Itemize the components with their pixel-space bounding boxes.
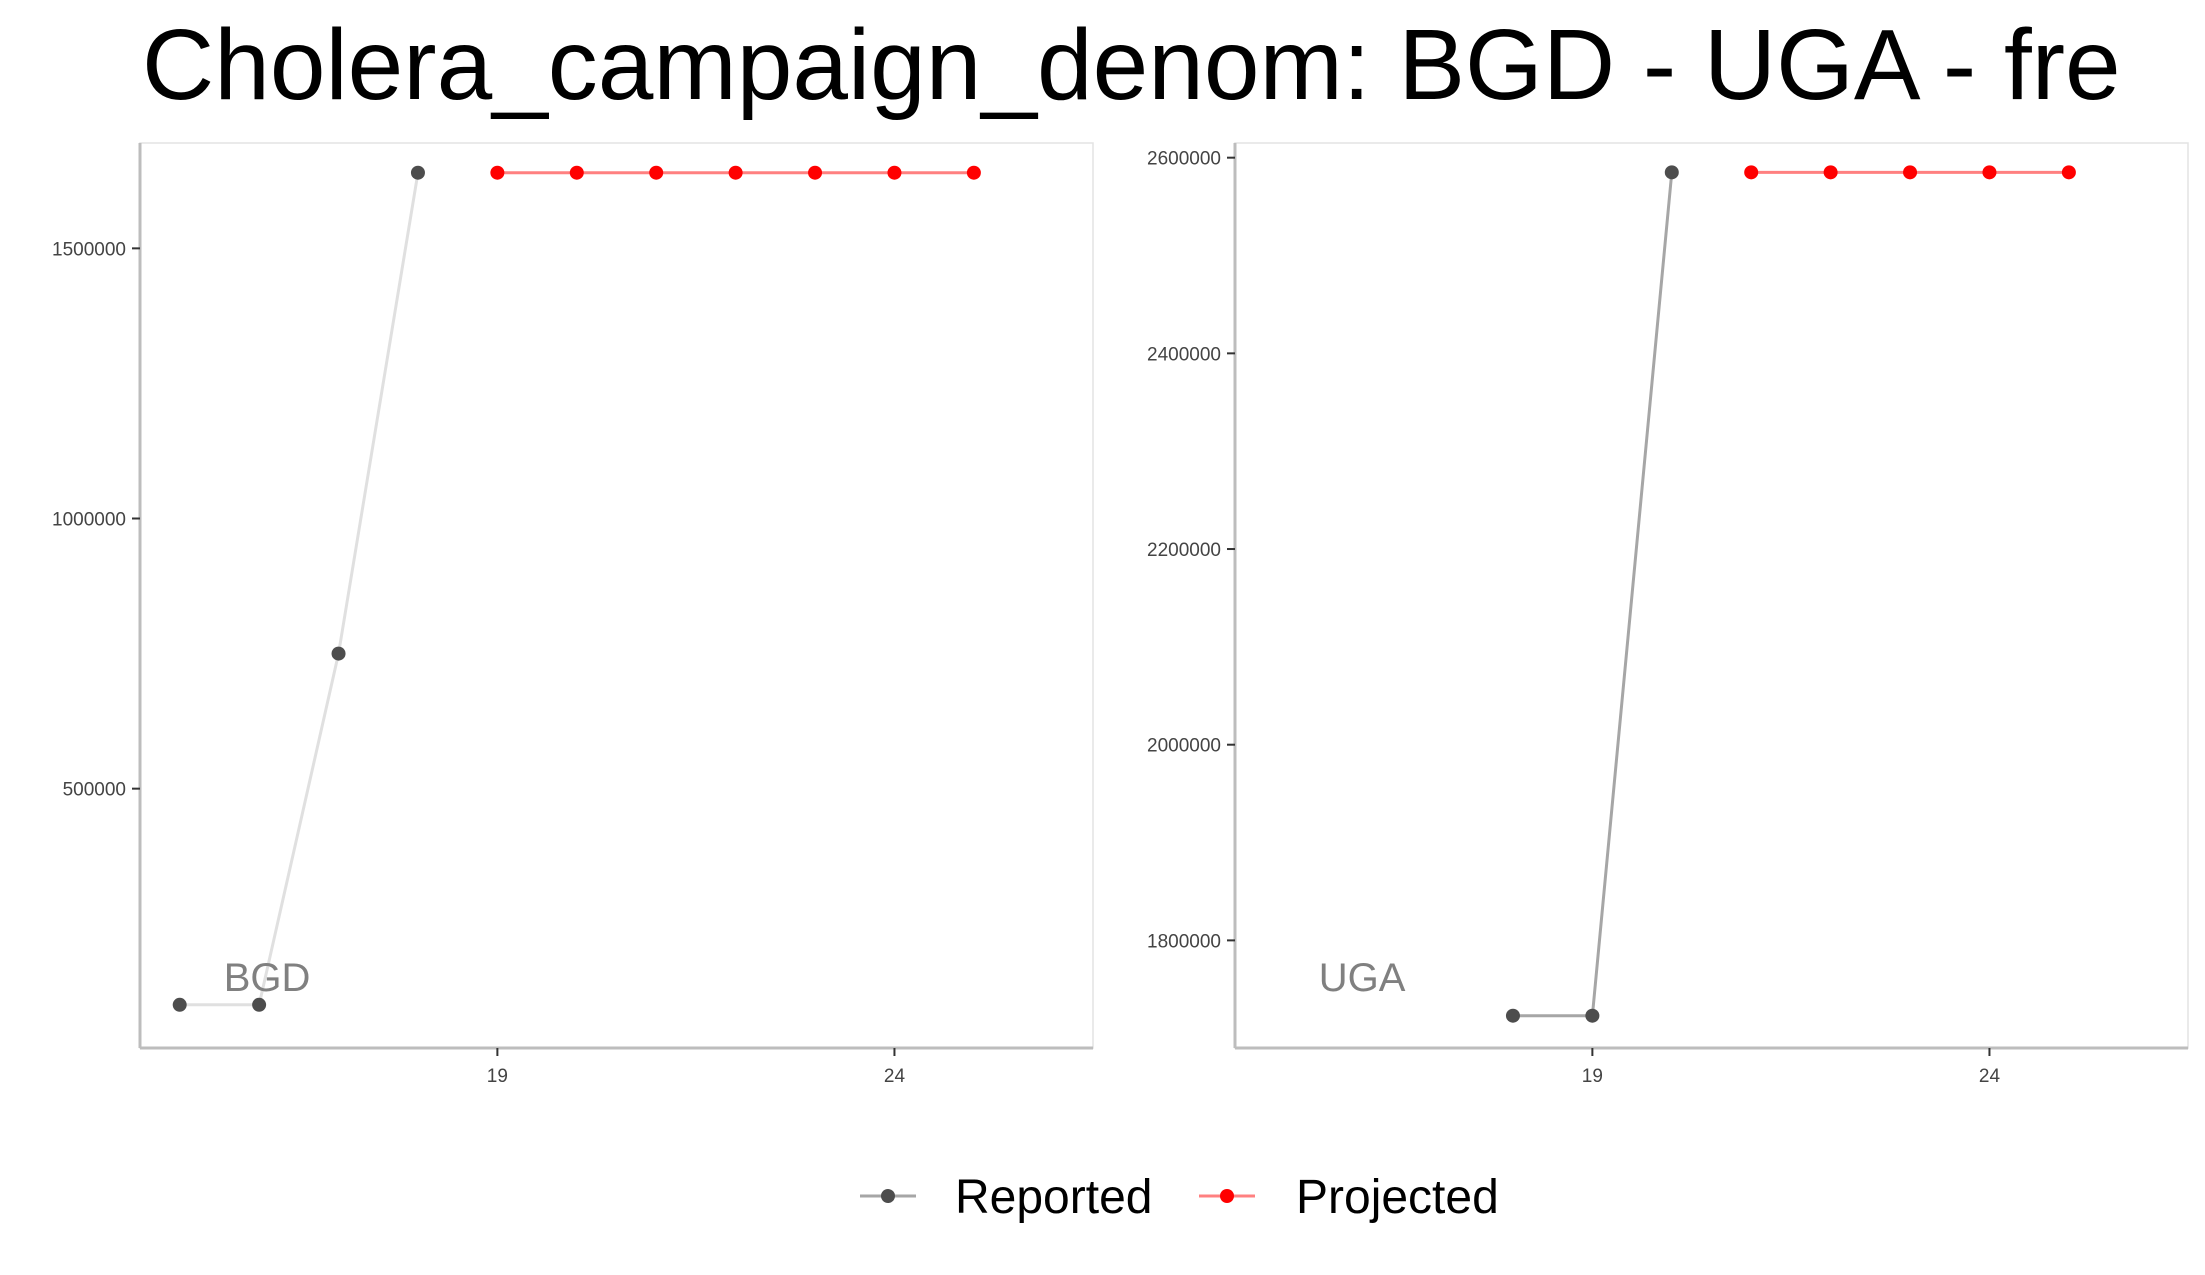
legend: Reported Projected	[860, 1171, 1499, 1224]
data-point-projected	[1744, 165, 1759, 180]
data-point-projected	[728, 165, 743, 180]
panel-uga: 1800000 2000000 2200000 2400000 2600000 19 24 U…	[1147, 142, 2189, 1087]
chart-title: Cholera_campaign_denom: BGD - UGA - fre	[142, 9, 2121, 121]
y-tick-label: 1500000	[52, 239, 126, 260]
data-point-reported	[1585, 1008, 1600, 1023]
data-point-projected	[649, 165, 664, 180]
panel-frame	[139, 142, 1094, 1049]
data-point-reported	[1505, 1008, 1520, 1023]
y-tick-label: 2200000	[1147, 540, 1221, 561]
data-point-projected	[1903, 165, 1918, 180]
data-point-projected	[1823, 165, 1838, 180]
x-tick-label: 19	[487, 1066, 508, 1087]
legend-key-point	[881, 1189, 895, 1203]
data-point-reported	[331, 646, 346, 661]
x-tick-label: 24	[884, 1066, 906, 1087]
data-point-projected	[490, 165, 505, 180]
y-tick-label: 500000	[63, 780, 126, 801]
y-tick-label: 2600000	[1147, 149, 1221, 170]
data-point-reported	[410, 165, 425, 180]
data-point-projected	[2061, 165, 2076, 180]
y-tick-label: 2000000	[1147, 736, 1221, 757]
series-line-reported	[179, 172, 420, 1007]
y-tick-label: 1800000	[1147, 931, 1221, 952]
panel-bgd: 500000 1000000 1500000 19 24 BGD	[52, 142, 1094, 1087]
data-point-reported	[1664, 165, 1679, 180]
data-point-reported	[172, 997, 187, 1012]
data-point-projected	[808, 165, 823, 180]
panel-label: UGA	[1319, 956, 1406, 1000]
panel-label: BGD	[224, 956, 311, 1000]
x-tick-label: 24	[1979, 1066, 2001, 1087]
panel-frame	[1234, 142, 2189, 1049]
data-point-projected	[966, 165, 981, 180]
legend-key-point	[1220, 1189, 1234, 1203]
data-point-projected	[1982, 165, 1997, 180]
data-point-projected	[887, 165, 902, 180]
data-point-reported	[252, 997, 267, 1012]
data-point-projected	[569, 165, 584, 180]
y-tick-label: 2400000	[1147, 344, 1221, 365]
series-line-reported	[1512, 172, 1674, 1018]
legend-label-projected: Projected	[1296, 1171, 1499, 1224]
y-tick-label: 1000000	[52, 510, 126, 531]
legend-label-reported: Reported	[955, 1171, 1152, 1224]
x-tick-label: 19	[1582, 1066, 1603, 1087]
